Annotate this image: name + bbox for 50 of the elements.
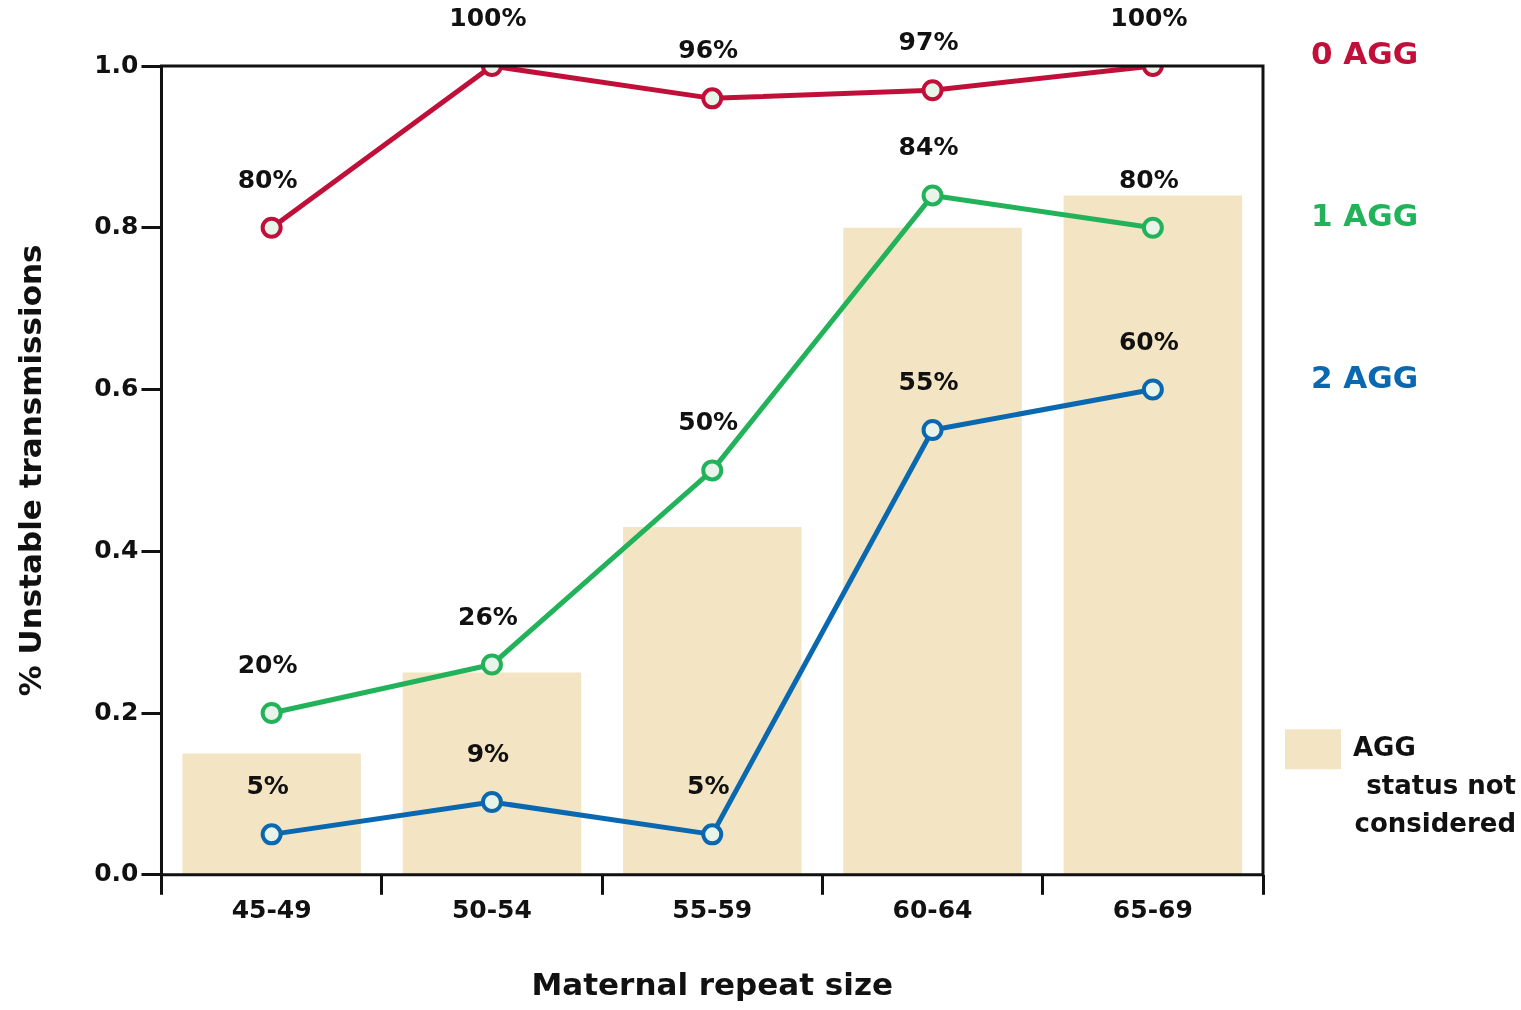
data-label: 55% xyxy=(898,366,959,396)
data-label: 96% xyxy=(678,35,739,65)
point xyxy=(480,791,503,814)
bar xyxy=(623,527,802,875)
data-label: 5% xyxy=(246,771,289,801)
text: 1 AGG xyxy=(1311,196,1419,233)
bar xyxy=(402,672,582,875)
bar xyxy=(1063,195,1243,875)
point xyxy=(1141,216,1164,239)
point xyxy=(260,702,283,725)
data-label: 84% xyxy=(898,132,959,162)
bar xyxy=(182,753,361,875)
point xyxy=(921,418,944,441)
point xyxy=(921,79,944,102)
y-tick-label: 0.0 xyxy=(94,858,139,888)
data-label: 20% xyxy=(237,650,298,680)
x-tick-label: 50-54 xyxy=(451,895,532,925)
data-label: 100% xyxy=(1110,3,1188,32)
data-label: 9% xyxy=(466,739,510,769)
data-label: 26% xyxy=(458,601,518,631)
point xyxy=(1141,378,1164,401)
point xyxy=(701,459,724,482)
y-tick-label: 0.6 xyxy=(94,373,139,403)
y-axis-title: % Unstable transmissions xyxy=(11,244,48,697)
x-axis-title: Maternal repeat size xyxy=(531,966,893,1003)
x-tick-label: 60-64 xyxy=(892,895,973,925)
y-tick-label: 1.0 xyxy=(94,49,139,79)
data-label: 100% xyxy=(449,3,527,32)
x-tick-label: 65-69 xyxy=(1112,895,1193,925)
data-label: 97% xyxy=(898,27,959,57)
x-tick-label: 45-49 xyxy=(231,895,312,925)
point xyxy=(701,823,724,846)
legend-label: AGG status not considered xyxy=(1353,731,1516,838)
data-label: 60% xyxy=(1118,326,1179,356)
data-label: 50% xyxy=(678,407,739,437)
point xyxy=(260,823,283,846)
y-tick-label: 0.4 xyxy=(94,534,139,564)
data-label: 80% xyxy=(237,164,298,194)
point xyxy=(701,87,724,110)
text: 2 AGG xyxy=(1311,358,1419,395)
data-label: 80% xyxy=(1118,164,1179,194)
point xyxy=(260,216,283,239)
text: 0 AGG xyxy=(1311,35,1419,72)
point xyxy=(921,184,944,207)
x-tick-label: 55-59 xyxy=(672,895,753,925)
data-label: 5% xyxy=(687,771,730,801)
y-tick-label: 0.8 xyxy=(94,211,139,241)
bar xyxy=(843,227,1022,875)
y-tick-label: 0.2 xyxy=(94,696,139,726)
point xyxy=(480,653,503,676)
